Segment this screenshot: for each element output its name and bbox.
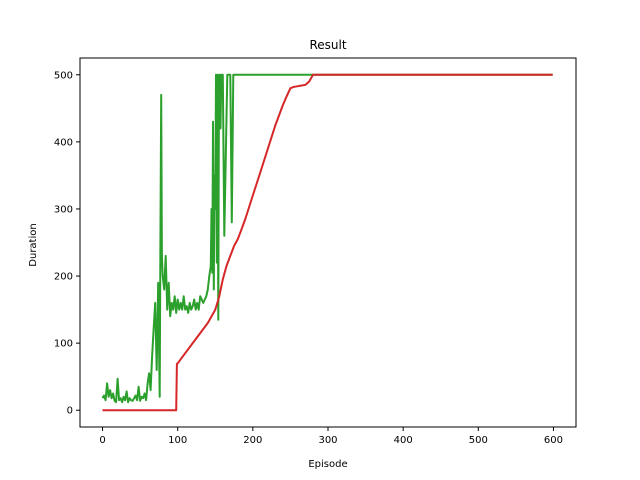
x-tick-label: 400: [394, 435, 413, 446]
x-tick-label: 100: [168, 435, 187, 446]
x-tick-label: 300: [318, 435, 337, 446]
y-tick-label: 400: [54, 137, 73, 148]
x-tick-label: 500: [469, 435, 488, 446]
x-tick-label: 200: [243, 435, 262, 446]
y-tick-label: 200: [54, 272, 73, 283]
x-axis-label: Episode: [308, 459, 347, 470]
y-tick-label: 300: [54, 204, 73, 215]
x-tick-label: 0: [99, 435, 105, 446]
series-line-episode-duration: [101, 73, 553, 404]
series-line-average-duration: [102, 73, 553, 412]
series-layer: [101, 73, 553, 412]
y-tick-label: 100: [54, 339, 73, 350]
y-tick-label: 0: [67, 406, 73, 417]
chart-title: Result: [309, 38, 346, 52]
x-tick-label: 600: [544, 435, 563, 446]
ticks-layer: 0 100 200 300 400 500 600 0 100 200 300 400 500: [54, 70, 563, 446]
y-axis-label: Duration: [28, 223, 39, 266]
axes-frame: [79, 57, 577, 428]
y-tick-label: 500: [54, 70, 73, 81]
